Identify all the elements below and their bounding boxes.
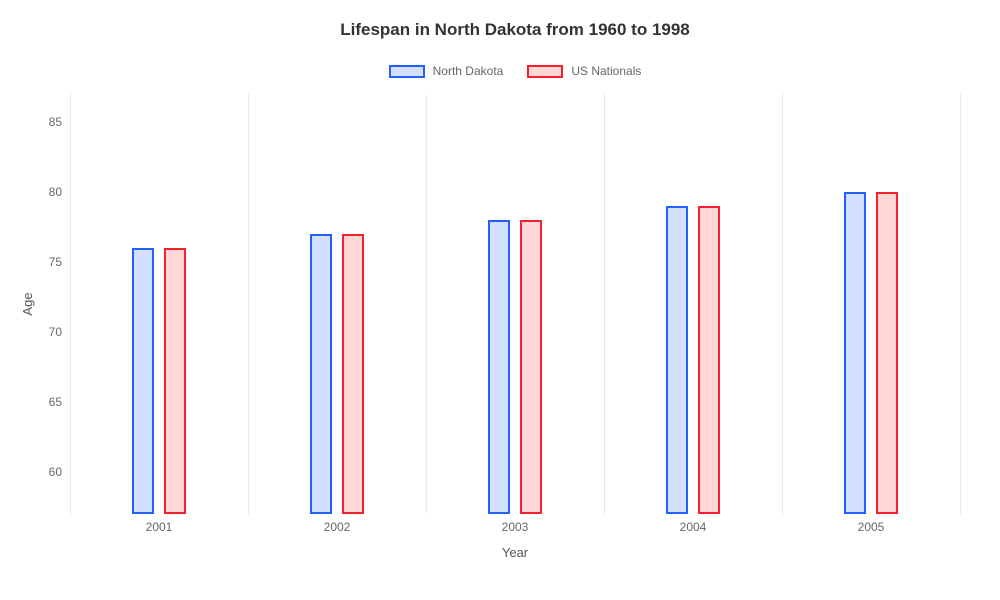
- gridline: [70, 94, 71, 514]
- chart-container: Lifespan in North Dakota from 1960 to 19…: [0, 0, 1000, 600]
- y-tick: 60: [49, 465, 62, 479]
- legend-swatch-0: [389, 65, 425, 78]
- legend-item-0[interactable]: North Dakota: [389, 64, 504, 78]
- bar-us-nationals[interactable]: [164, 248, 186, 514]
- x-tick: 2005: [858, 520, 885, 534]
- y-tick: 75: [49, 255, 62, 269]
- y-axis: 60 65 70 75 80 85: [30, 94, 70, 514]
- legend-label-1: US Nationals: [571, 64, 641, 78]
- bar-north-dakota[interactable]: [132, 248, 154, 514]
- x-tick: 2001: [146, 520, 173, 534]
- x-axis-label: Year: [502, 545, 528, 560]
- bar-north-dakota[interactable]: [310, 234, 332, 514]
- bar-us-nationals[interactable]: [342, 234, 364, 514]
- x-tick: 2002: [324, 520, 351, 534]
- x-axis: 2001 2002 2003 2004 2005: [70, 514, 960, 544]
- y-tick: 85: [49, 115, 62, 129]
- gridline: [426, 94, 427, 514]
- bars-layer: [70, 94, 960, 514]
- bar-north-dakota[interactable]: [488, 220, 510, 514]
- bar-us-nationals[interactable]: [520, 220, 542, 514]
- bar-north-dakota[interactable]: [844, 192, 866, 514]
- chart-title: Lifespan in North Dakota from 1960 to 19…: [70, 20, 960, 40]
- y-tick: 80: [49, 185, 62, 199]
- legend-item-1[interactable]: US Nationals: [527, 64, 641, 78]
- x-tick: 2004: [680, 520, 707, 534]
- y-tick: 70: [49, 325, 62, 339]
- gridline: [960, 94, 961, 514]
- gridline: [248, 94, 249, 514]
- legend: North Dakota US Nationals: [70, 64, 960, 78]
- gridline: [782, 94, 783, 514]
- bar-us-nationals[interactable]: [876, 192, 898, 514]
- bar-us-nationals[interactable]: [698, 206, 720, 514]
- x-tick: 2003: [502, 520, 529, 534]
- legend-swatch-1: [527, 65, 563, 78]
- plot-area: Age 606570758085 20012002200320042005 Ye…: [70, 94, 960, 514]
- bar-north-dakota[interactable]: [666, 206, 688, 514]
- legend-label-0: North Dakota: [433, 64, 504, 78]
- gridline: [604, 94, 605, 514]
- y-tick: 65: [49, 395, 62, 409]
